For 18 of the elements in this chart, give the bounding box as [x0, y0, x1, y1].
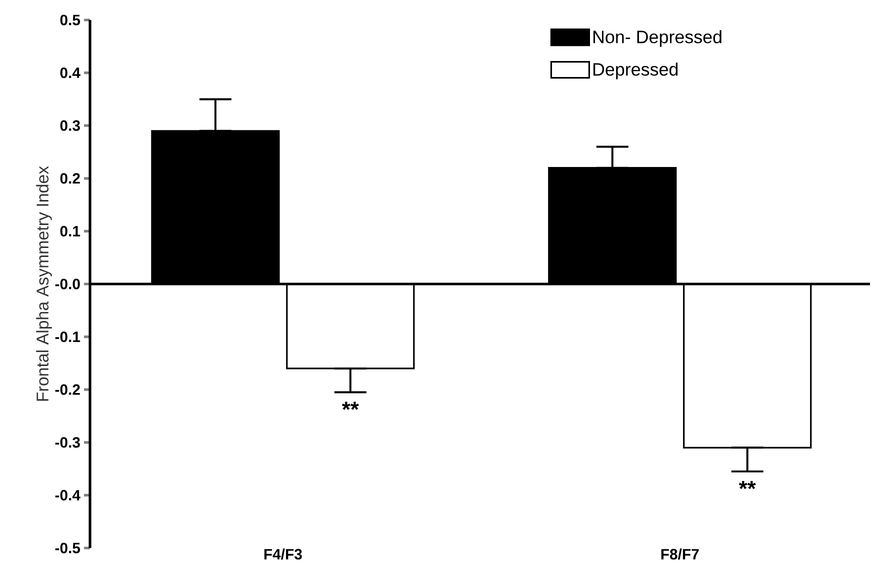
y-tick-label: 0.4: [60, 68, 80, 78]
y-tick-label: -0.4: [55, 490, 80, 500]
y-tick-label: 0.1: [60, 226, 80, 236]
annotation: **: [342, 402, 359, 410]
y-tick-label: -0.1: [55, 332, 80, 342]
x-tick-label: F8/F7: [661, 548, 699, 560]
y-tick-label: 0.3: [60, 120, 80, 131]
y-tick-label: -0.3: [55, 437, 80, 448]
legend-label: Non- Depressed: [593, 30, 722, 47]
y-tick-label: -0.2: [55, 384, 80, 395]
y-tick-label: 0.5: [60, 14, 80, 26]
y-tick-label: 0.2: [60, 173, 80, 184]
y-tick-label: -0.5: [55, 542, 80, 554]
legend-label: Depressed: [593, 62, 678, 80]
y-tick-label: -0.0: [55, 278, 80, 290]
x-tick-label: F4/F3: [264, 548, 302, 560]
y-axis-title: Frontal Alpha Asymmetry Index: [36, 166, 52, 401]
annotation: **: [738, 480, 756, 490]
